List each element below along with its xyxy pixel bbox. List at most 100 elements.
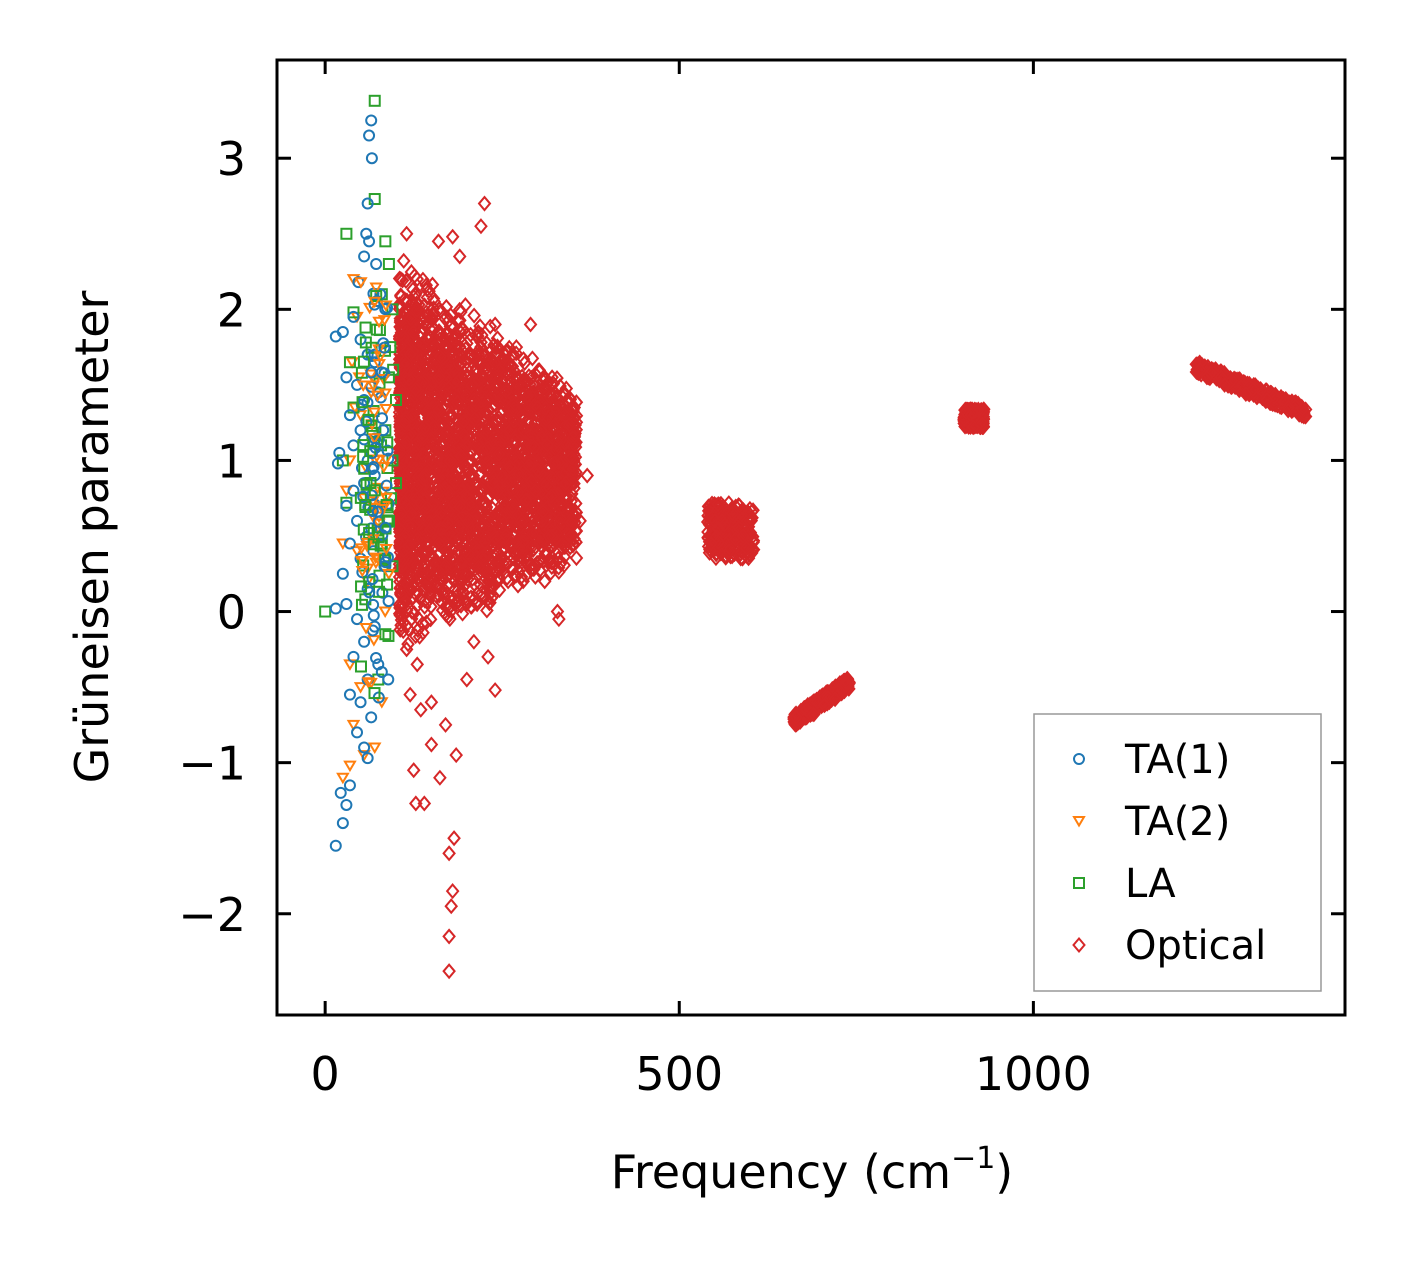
optical-point [394,578,408,596]
optical-point [424,736,439,753]
optical-point [488,465,503,482]
ta1-point [343,409,356,422]
optical-point [484,466,498,483]
ta2-point [360,537,375,550]
optical-point [399,593,414,610]
optical-point [395,465,410,482]
optical-point [744,544,759,561]
optical-point [536,476,551,493]
optical-point [524,437,538,454]
optical-point [483,435,498,452]
ta1-point [340,371,353,384]
ta1-point [343,779,356,792]
optical-point [514,513,529,530]
optical-point [564,493,579,510]
optical-point [406,406,420,423]
optical-point [525,350,540,367]
optical-point [703,542,718,559]
optical-point [498,392,513,409]
optical-point [519,372,534,389]
optical-point [817,697,832,714]
optical-point [399,225,414,242]
optical-point [418,390,433,407]
optical-point [553,377,567,395]
optical-point [394,288,408,305]
la-point [382,257,395,270]
la-point [319,605,332,618]
optical-point [398,573,413,590]
optical-point [1217,376,1232,393]
optical-point [439,338,453,356]
optical-point [415,429,430,446]
optical-point [422,283,436,300]
optical-point [405,386,419,403]
optical-point [551,454,566,471]
optical-point [419,545,434,562]
optical-point [426,340,441,357]
optical-point [410,656,425,673]
optical-point [433,535,448,552]
optical-point [417,467,432,484]
optical-point [488,316,502,333]
optical-point [536,503,550,520]
optical-point [452,544,467,561]
optical-point [425,276,440,293]
optical-point [471,371,486,388]
optical-point [745,541,759,558]
optical-point [725,505,740,522]
optical-point [1241,385,1255,402]
la-point [359,336,372,349]
optical-point [533,533,548,551]
optical-point [400,340,414,357]
optical-point [515,511,529,528]
optical-point [975,416,990,433]
optical-point [483,456,498,473]
optical-point [398,413,413,430]
optical-point [534,422,549,439]
optical-point [485,577,499,594]
la-point [379,235,392,248]
optical-point [428,496,442,513]
optical-point [443,410,458,427]
ta2-point [336,772,350,785]
optical-point [550,603,565,620]
optical-point [564,485,579,502]
la-point [389,393,402,406]
optical-point [484,399,499,416]
ta1-point [358,741,371,754]
la-point [359,321,372,334]
optical-point [393,444,407,461]
optical-point [458,460,472,477]
optical-point [821,685,836,702]
optical-point [432,402,446,419]
optical-point [966,419,980,436]
optical-point [449,329,463,347]
y-tick-label: 0 [217,586,246,640]
ta1-point [360,227,373,240]
ta2-point [382,568,396,581]
optical-point [495,550,510,567]
optical-point [436,519,450,537]
optical-point [459,671,474,688]
optical-point [481,579,496,596]
la-point [354,660,367,673]
optical-point [514,568,529,585]
ta1-point [375,366,388,379]
optical-point [398,562,413,579]
ta2-point [378,606,392,618]
optical-point [401,538,416,555]
optical-point [418,490,433,507]
optical-point [495,512,510,529]
la-point [381,436,394,449]
ta2-point [370,390,385,403]
la-point [379,628,392,641]
optical-point [406,762,421,779]
ta2-point [357,750,371,762]
optical-point [807,706,821,723]
optical-point [481,648,495,665]
la-point [357,559,370,572]
optical-point [425,409,439,426]
ta2-point [372,455,386,467]
la-point [357,450,370,463]
